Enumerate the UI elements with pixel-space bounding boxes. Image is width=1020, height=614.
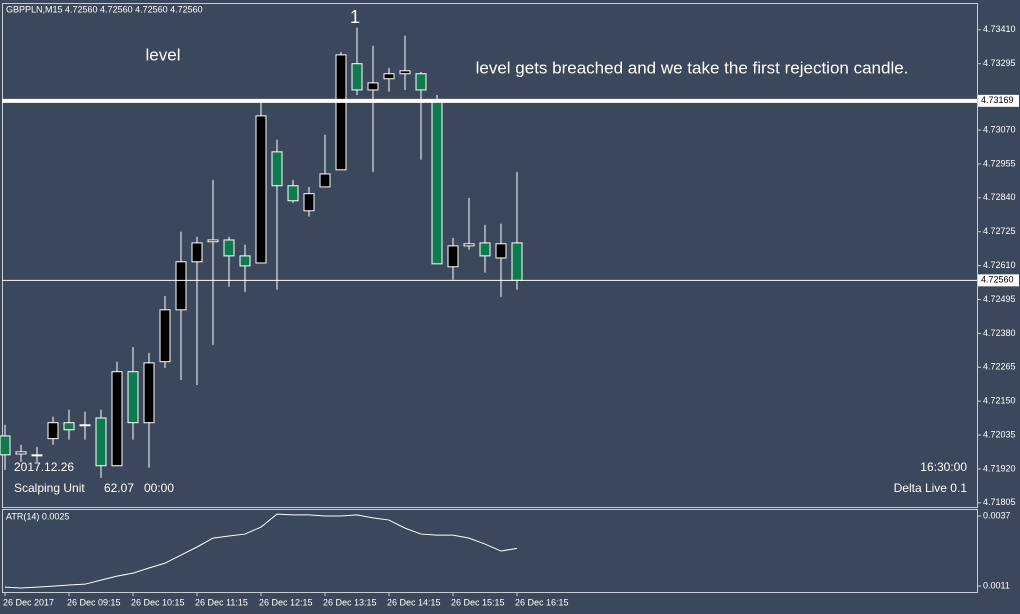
candle-body	[271, 151, 283, 187]
y-tick-label: 4.72840	[983, 192, 1016, 202]
price-tag	[978, 274, 1019, 287]
y-tick-label: 4.72725	[983, 226, 1016, 236]
y-tick-label: 4.71805	[983, 497, 1016, 507]
candle-body	[479, 242, 491, 257]
atr-line	[4, 513, 518, 589]
candle-body	[431, 99, 443, 265]
candle-body	[335, 54, 347, 171]
y-tick-label: 4.72265	[983, 362, 1016, 372]
y-tick-label: 4.72610	[983, 260, 1016, 270]
y-tick-label: 4.72035	[983, 429, 1016, 439]
candle-body	[255, 115, 267, 264]
x-tick-label: 26 Dec 14:15	[387, 597, 441, 607]
candle-body	[95, 417, 107, 467]
overlay-account: Delta Live 0.1	[894, 481, 968, 495]
y-tick-label: 4.72150	[983, 396, 1016, 406]
candle-body	[239, 255, 251, 267]
y-tick-label: 4.72495	[983, 294, 1016, 304]
candle-body	[399, 70, 411, 75]
candle-body	[111, 371, 123, 467]
symbol-header: GBPPLN,M15 4.72560 4.72560 4.72560 4.725…	[6, 4, 203, 14]
candle-body	[127, 371, 139, 424]
y-tick-label: 4.72380	[983, 328, 1016, 338]
candle-body	[79, 424, 91, 427]
overlay-clock: 00:00	[144, 481, 174, 495]
atr-frame	[2, 509, 978, 593]
y-tick-label: 4.73410	[983, 24, 1016, 34]
candle-body	[143, 362, 155, 424]
price-tag-label: 4.72560	[981, 275, 1014, 285]
y-tick-label: 4.72955	[983, 158, 1016, 168]
x-tick-label: 26 Dec 09:15	[67, 597, 121, 607]
candle-body	[319, 173, 331, 188]
candle-body	[383, 73, 395, 80]
candle-body	[367, 82, 379, 91]
y-tick-label: 4.71920	[983, 463, 1016, 473]
candle-body	[495, 243, 507, 259]
candle-body	[63, 422, 75, 431]
y-tick-label: 4.73070	[983, 124, 1016, 134]
overlay-unit: Scalping Unit	[14, 481, 85, 495]
x-tick-label: 26 Dec 12:15	[259, 597, 313, 607]
candle-body	[159, 309, 171, 363]
atr-title: ATR(14) 0.0025	[6, 511, 69, 521]
x-tick-label: 26 Dec 13:15	[323, 597, 377, 607]
candle-body	[447, 245, 459, 268]
candle-body	[175, 261, 187, 311]
x-tick-label: 26 Dec 2017	[3, 597, 54, 607]
y-tick-label: 4.73295	[983, 58, 1016, 68]
candle-body	[15, 451, 27, 455]
price-tag-label: 4.73169	[981, 95, 1014, 105]
x-tick-label: 26 Dec 10:15	[131, 597, 185, 607]
overlay-date: 2017.12.26	[14, 460, 74, 474]
x-tick-label: 26 Dec 16:15	[515, 597, 569, 607]
annotation: level gets breached and we take the firs…	[476, 58, 909, 77]
candle-body	[223, 239, 235, 257]
overlay-unit-value: 62.07	[104, 481, 134, 495]
candle-body	[0, 435, 11, 456]
y-tick-label: 0.0037	[983, 510, 1011, 520]
annotation: 1	[350, 7, 360, 27]
candle-body	[351, 63, 363, 91]
x-tick-label: 26 Dec 15:15	[451, 597, 505, 607]
candle-body	[207, 239, 219, 243]
candle-body	[47, 422, 59, 440]
candle-body	[287, 185, 299, 202]
overlay-time: 16:30:00	[920, 460, 967, 474]
main-frame	[2, 3, 978, 508]
candle-body	[511, 242, 523, 281]
annotation: level	[146, 45, 181, 64]
candle-body	[463, 243, 475, 247]
candle-body	[191, 242, 203, 263]
candle-body	[303, 193, 315, 212]
candle-body	[415, 73, 427, 91]
price-tag	[978, 94, 1019, 107]
candle-body	[31, 454, 43, 457]
x-tick-label: 26 Dec 11:15	[195, 597, 248, 607]
y-tick-label: 0.0011	[983, 580, 1010, 590]
